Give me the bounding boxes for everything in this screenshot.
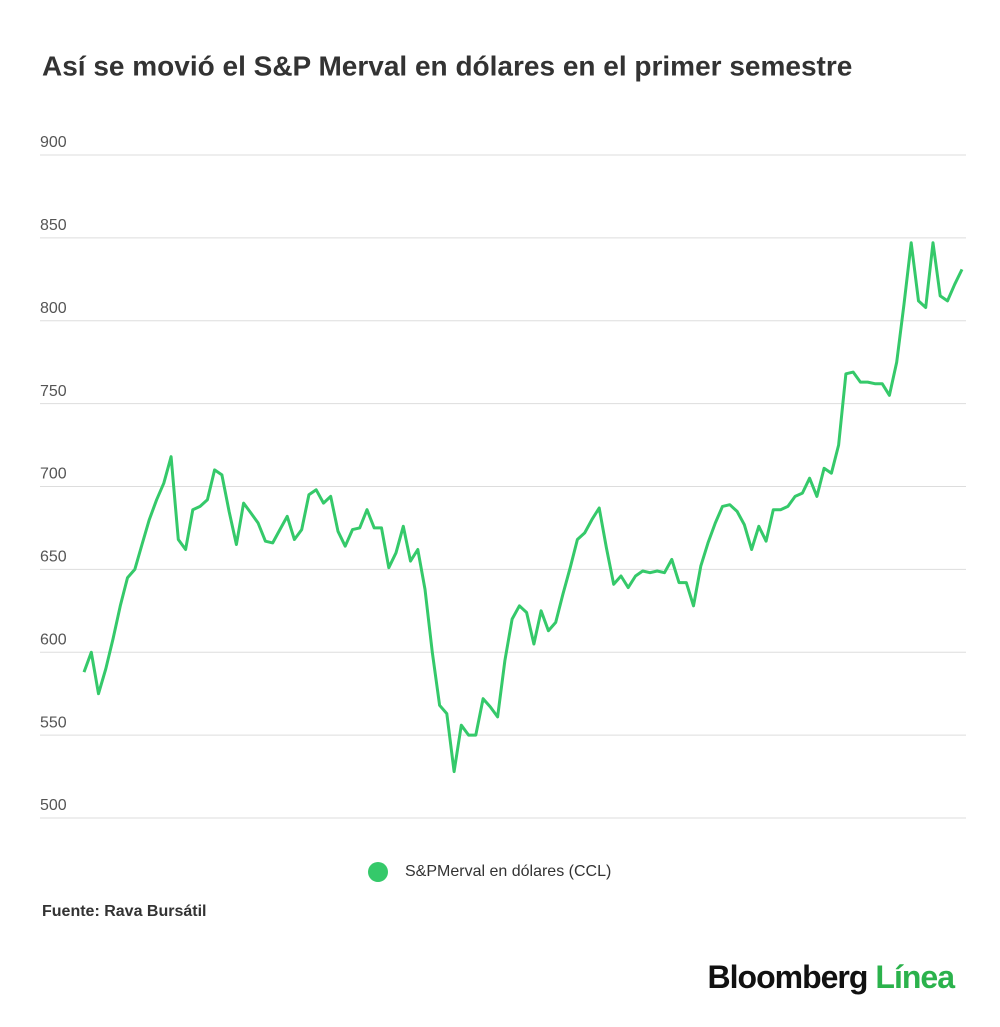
y-tick-label: 500: [40, 797, 67, 814]
logo-brand: Bloomberg: [708, 959, 868, 995]
source: Fuente: Rava Bursátil: [42, 903, 206, 920]
y-tick-label: 650: [40, 549, 67, 566]
data-line: [82, 241, 964, 774]
y-tick-label: 550: [40, 714, 67, 731]
legend-label: S&PMerval en dólares (CCL): [405, 863, 611, 880]
chart-title: Así se movió el S&P Merval en dólares en…: [42, 50, 852, 81]
legend-marker: [368, 862, 388, 882]
logo: Bloomberg Línea: [708, 959, 956, 995]
y-tick-label: 700: [40, 466, 67, 483]
y-tick-label: 750: [40, 383, 67, 400]
logo-sub: Línea: [875, 959, 955, 995]
y-tick-label: 850: [40, 217, 67, 234]
y-tick-label: 800: [40, 300, 67, 317]
y-tick-label: 600: [40, 631, 67, 648]
y-tick-label: 900: [40, 134, 67, 151]
